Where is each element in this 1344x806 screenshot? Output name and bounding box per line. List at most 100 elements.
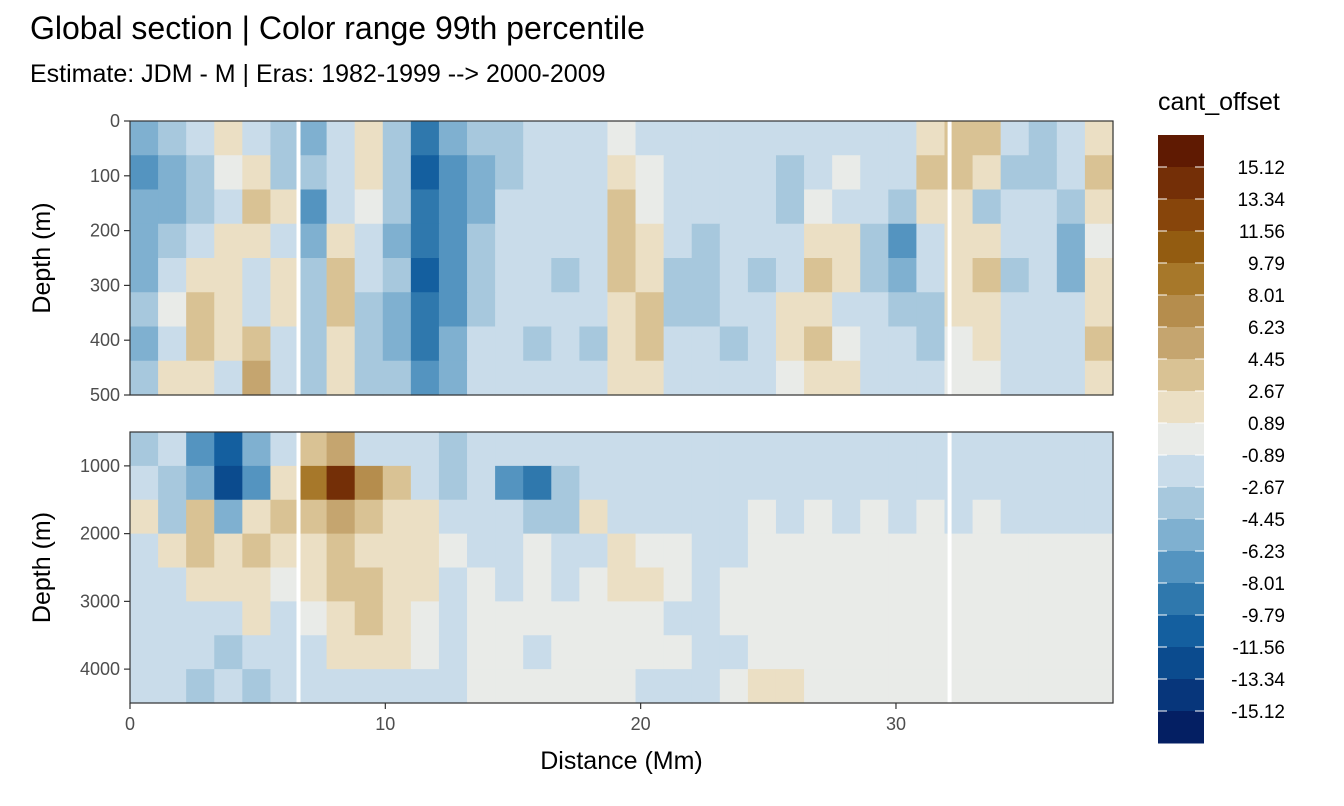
heatmap-cell: [467, 533, 496, 569]
heatmap-cell: [298, 189, 328, 225]
heatmap-cell: [635, 326, 665, 362]
heatmap-cell: [1084, 465, 1114, 501]
heatmap-cell: [804, 499, 833, 535]
heatmap-cell: [130, 155, 159, 191]
heatmap-cell: [523, 669, 552, 704]
heatmap-cell: [1056, 465, 1086, 501]
heatmap-cell: [1028, 567, 1058, 602]
heatmap-cell: [607, 258, 637, 293]
panel-border: [129, 431, 1114, 704]
heatmap-cell: [663, 326, 693, 362]
heatmap-cell: [607, 669, 637, 704]
heatmap-cell: [158, 326, 187, 362]
heatmap-cell: [607, 465, 637, 501]
heatmap-cell: [888, 533, 917, 569]
heatmap-cell: [1028, 499, 1058, 535]
heatmap-cell: [438, 432, 468, 467]
heatmap-cell: [270, 567, 300, 602]
heatmap-cell: [747, 223, 777, 259]
heatmap-cell: [832, 223, 861, 259]
legend-swatch: [1158, 647, 1204, 680]
heatmap-cell: [804, 533, 833, 569]
heatmap-cell: [523, 601, 552, 636]
heatmap-cell: [1056, 292, 1086, 328]
heatmap-cell: [270, 601, 300, 636]
heatmap-cell: [158, 601, 187, 636]
heatmap-cell: [691, 155, 721, 191]
heatmap-cell: [832, 635, 861, 670]
heatmap-cell: [775, 465, 805, 501]
heatmap-cell: [298, 567, 328, 602]
heatmap-cell: [214, 567, 243, 602]
heatmap-cell: [1000, 360, 1030, 396]
legend-label: -13.34: [1231, 670, 1285, 691]
heatmap-cell: [775, 432, 805, 467]
heatmap-cell: [916, 499, 946, 535]
heatmap-cell: [186, 326, 215, 362]
heatmap-cell: [607, 499, 637, 535]
heatmap-cell: [607, 635, 637, 670]
heatmap-cell: [158, 635, 187, 670]
heatmap-cell: [916, 326, 946, 362]
heatmap-cell: [635, 567, 665, 602]
heatmap-cell: [354, 360, 384, 396]
y-tick-label: 500: [90, 385, 120, 405]
heatmap-cell: [888, 155, 917, 191]
legend-label: -4.45: [1242, 510, 1285, 531]
heatmap-cell: [158, 258, 187, 293]
heatmap-cell: [775, 121, 805, 156]
heatmap-cell: [888, 292, 917, 328]
heatmap-cell: [410, 326, 440, 362]
heatmap-cell: [438, 567, 468, 602]
heatmap-cell: [382, 533, 412, 569]
heatmap-cell: [1056, 499, 1086, 535]
heatmap-cell: [691, 601, 721, 636]
heatmap-cell: [663, 601, 693, 636]
heatmap-cell: [382, 121, 412, 156]
legend-swatch: [1158, 519, 1204, 552]
x-axis-title: Distance (Mm): [540, 747, 703, 775]
heatmap-cell: [495, 223, 524, 259]
heatmap-cell: [607, 533, 637, 569]
heatmap-cell: [186, 635, 215, 670]
heatmap-cell: [888, 326, 917, 362]
heatmap-cell: [972, 258, 1002, 293]
heatmap-cell: [270, 669, 300, 704]
heatmap-cell: [719, 292, 749, 328]
heatmap-cell: [1084, 223, 1114, 259]
heatmap-cell: [270, 360, 300, 396]
heatmap-cell: [298, 121, 328, 156]
heatmap-cell: [888, 258, 917, 293]
heatmap-cell: [242, 601, 272, 636]
heatmap-cell: [1000, 258, 1030, 293]
heatmap-cell: [747, 465, 777, 501]
heatmap-cell: [130, 360, 159, 396]
heatmap-cell: [775, 533, 805, 569]
heatmap-cell: [214, 292, 243, 328]
heatmap-cell: [242, 533, 272, 569]
heatmap-cell: [326, 360, 356, 396]
heatmap-cell: [130, 292, 159, 328]
heatmap-cell: [775, 635, 805, 670]
heatmap-cell: [719, 189, 749, 225]
heatmap-cell: [1000, 223, 1030, 259]
heatmap-cell: [691, 292, 721, 328]
heatmap-cell: [860, 499, 889, 535]
heatmap-cell: [242, 155, 272, 191]
heatmap-cell: [1028, 533, 1058, 569]
heatmap-cell: [916, 432, 946, 467]
heatmap-cell: [326, 258, 356, 293]
heatmap-cell: [1028, 258, 1058, 293]
heatmap-cell: [410, 499, 440, 535]
heatmap-cell: [691, 121, 721, 156]
heatmap-cell: [775, 360, 805, 396]
heatmap-cell: [635, 292, 665, 328]
heatmap-cell: [860, 292, 889, 328]
heatmap-cell: [1056, 669, 1086, 704]
heatmap-cell: [242, 669, 272, 704]
heatmap-cell: [663, 432, 693, 467]
heatmap-cell: [804, 223, 833, 259]
heatmap-cell: [270, 189, 300, 225]
heatmap-cell: [775, 223, 805, 259]
